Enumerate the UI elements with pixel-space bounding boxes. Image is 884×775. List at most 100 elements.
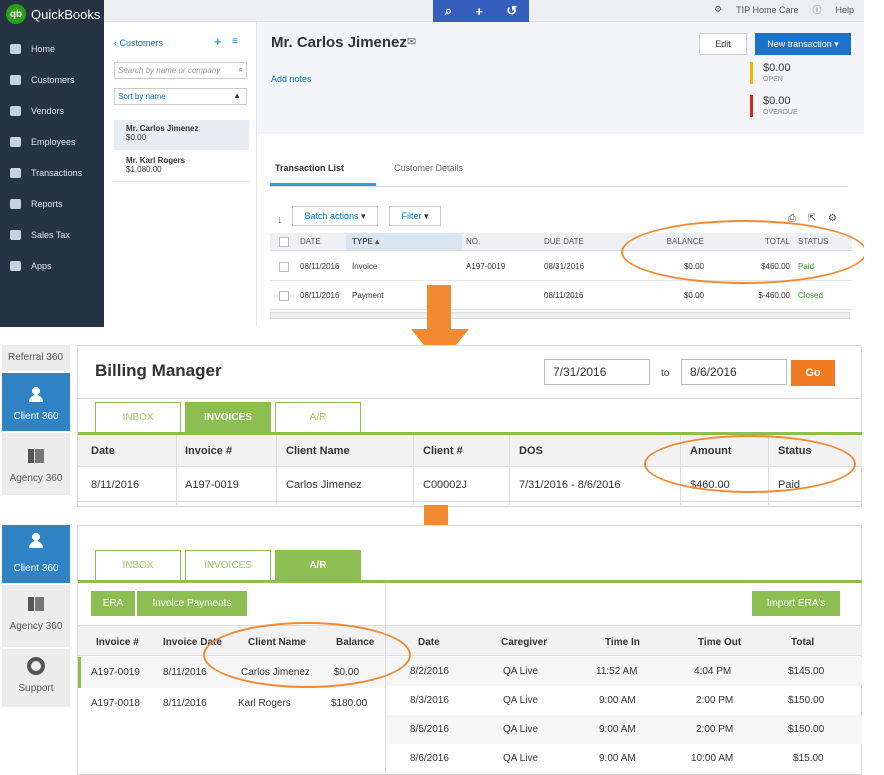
search-icon[interactable]: ⌕	[444, 3, 452, 18]
edit-button[interactable]: Edit	[699, 33, 747, 55]
nav-vendors[interactable]: Vendors	[0, 99, 104, 123]
nav-customers[interactable]: Customers	[0, 68, 104, 92]
help-icon[interactable]: ⓘ	[812, 5, 822, 15]
table-row[interactable]: 08/11/2016 Payment 08/11/2016 $0.00 $-46…	[270, 282, 852, 310]
tab-transaction-list[interactable]: Transaction List	[275, 163, 345, 173]
row-checkbox[interactable]	[279, 261, 289, 272]
export-icon[interactable]: ⇱	[808, 213, 817, 224]
tab-customer-details[interactable]: Customer Details	[394, 163, 464, 173]
go-button[interactable]: Go	[791, 360, 835, 386]
column-total[interactable]: Total	[791, 637, 815, 648]
agency-360-tab[interactable]: Agency 360	[2, 433, 70, 495]
table-row[interactable]: 8/2/2016 QA Live 11:52 AM 4:04 PM $145.0…	[386, 657, 862, 686]
customer-list-item[interactable]: Mr. Carlos Jimenez $0.00	[114, 120, 249, 150]
building-icon	[28, 597, 44, 611]
column-client-no[interactable]: Client #	[423, 445, 463, 457]
email-icon[interactable]: ✉	[407, 36, 417, 48]
column-type[interactable]: TYPE ▴	[346, 233, 462, 250]
column-invoice[interactable]: Invoice #	[96, 637, 139, 648]
building-icon	[28, 449, 44, 463]
page-title: Billing Manager	[95, 361, 222, 380]
open-amount: $0.00	[763, 62, 791, 74]
column-due-date[interactable]: DUE DATE	[544, 237, 584, 246]
tab-ar[interactable]: A/R	[275, 402, 361, 432]
open-label: OPEN	[763, 76, 783, 83]
tab-inbox[interactable]: INBOX	[95, 402, 181, 432]
column-invoice-date[interactable]: Invoice Date	[163, 637, 222, 648]
add-customer-icon[interactable]: +	[214, 34, 222, 49]
column-date[interactable]: Date	[91, 445, 115, 457]
highlight-ellipse	[203, 622, 411, 688]
referral-360-tab[interactable]: Referral 360	[2, 345, 70, 371]
row-checkbox[interactable]	[279, 290, 289, 301]
qb-sidebar: qb QuickBooks Home Customers Vendors Emp…	[0, 0, 104, 327]
tab-ar[interactable]: A/R	[275, 550, 361, 580]
person-icon	[28, 533, 44, 549]
back-to-customers-link[interactable]: ‹ Customers	[114, 38, 164, 48]
status-badge: Closed	[798, 291, 823, 300]
column-no[interactable]: NO.	[466, 237, 481, 246]
table-row[interactable]: 8/5/2016 QA Live 9:00 AM 2:00 PM $150.00	[386, 715, 862, 744]
import-era-button[interactable]: Import ERA's	[752, 591, 840, 616]
company-name[interactable]: TIP Home Care	[736, 4, 799, 15]
nav-employees[interactable]: Employees	[0, 130, 104, 154]
to-date-input[interactable]: 8/6/2016	[681, 359, 787, 385]
horizontal-scrollbar[interactable]	[270, 312, 850, 319]
home-icon	[10, 44, 21, 54]
table-row[interactable]: 8/6/2016 QA Live 9:00 AM 10:00 AM $15.00	[410, 753, 824, 764]
customer-search-input[interactable]: Search by name or company ⌕	[114, 62, 247, 79]
add-notes-link[interactable]: Add notes	[271, 74, 312, 84]
nav-apps[interactable]: Apps	[0, 254, 104, 278]
column-client-name[interactable]: Client Name	[286, 445, 350, 457]
sort-dropdown[interactable]: Sort by name ▲	[114, 88, 247, 105]
quickbooks-panel: qb QuickBooks Home Customers Vendors Emp…	[0, 0, 864, 327]
tab-invoices[interactable]: INVOICES	[185, 550, 271, 580]
column-date[interactable]: Date	[418, 637, 440, 648]
table-row[interactable]: 8/3/2016 QA Live 9:00 AM 2:00 PM $150.00	[410, 695, 825, 706]
ar-panel: Client 360 Agency 360 Support INBOX INVO…	[0, 525, 862, 775]
column-date[interactable]: DATE	[300, 237, 321, 246]
customer-list-item[interactable]: Mr. Karl Rogers $1,080.00	[114, 152, 249, 182]
tab-invoices[interactable]: INVOICES	[185, 402, 271, 432]
qb-logo-text: QuickBooks	[31, 6, 101, 22]
filter-dropdown[interactable]: Filter ▾	[389, 206, 441, 226]
column-time-out[interactable]: Time Out	[698, 637, 742, 648]
employees-icon	[10, 137, 21, 147]
nav-transactions[interactable]: Transactions	[0, 161, 104, 185]
column-caregiver[interactable]: Caregiver	[501, 637, 548, 648]
plus-icon[interactable]: +	[475, 3, 483, 19]
client-360-tab[interactable]: Client 360	[2, 525, 70, 583]
help-link[interactable]: Help	[835, 4, 854, 15]
batch-actions-dropdown[interactable]: Batch actions ▾	[292, 206, 378, 226]
overdue-amount: $0.00	[763, 95, 791, 107]
print-icon[interactable]: ⎙	[788, 213, 796, 224]
search-icon: ⌕	[238, 65, 243, 74]
select-all-checkbox[interactable]	[279, 236, 289, 247]
sort-direction-icon[interactable]: ↓	[277, 214, 283, 226]
nav-reports[interactable]: Reports	[0, 192, 104, 216]
column-dos[interactable]: DOS	[519, 445, 543, 457]
person-icon	[28, 387, 44, 403]
column-time-in[interactable]: Time In	[605, 637, 640, 648]
era-button[interactable]: ERA	[91, 591, 135, 616]
settings-gear-icon[interactable]: ⚙	[828, 213, 837, 224]
support-tab[interactable]: Support	[2, 649, 70, 707]
invoice-payments-button[interactable]: Invoice Payments	[137, 591, 247, 616]
nav-sales-tax[interactable]: Sales Tax	[0, 223, 104, 247]
tab-inbox[interactable]: INBOX	[95, 550, 181, 580]
billing-manager-panel: Referral 360 Client 360 Agency 360 Billi…	[0, 345, 862, 507]
client-360-tab[interactable]: Client 360	[2, 373, 70, 431]
sales-tax-icon	[10, 230, 21, 240]
list-item[interactable]: A197-0018 8/11/2016 Karl Rogers $180.00	[91, 698, 368, 709]
customer-header: Mr. Carlos Jimenez ✉ Add notes Edit New …	[257, 22, 864, 134]
column-invoice[interactable]: Invoice #	[185, 445, 233, 457]
agency-360-tab[interactable]: Agency 360	[2, 585, 70, 647]
history-icon[interactable]: ↺	[506, 3, 518, 18]
qb-logo[interactable]: qb QuickBooks	[6, 4, 101, 24]
new-transaction-button[interactable]: New transaction ▾	[755, 33, 851, 55]
open-indicator	[750, 62, 753, 84]
gear-icon[interactable]: ⚙	[714, 4, 723, 14]
nav-home[interactable]: Home	[0, 37, 104, 61]
from-date-input[interactable]: 7/31/2016	[544, 359, 650, 385]
collapse-list-icon[interactable]: ≡	[232, 36, 238, 47]
